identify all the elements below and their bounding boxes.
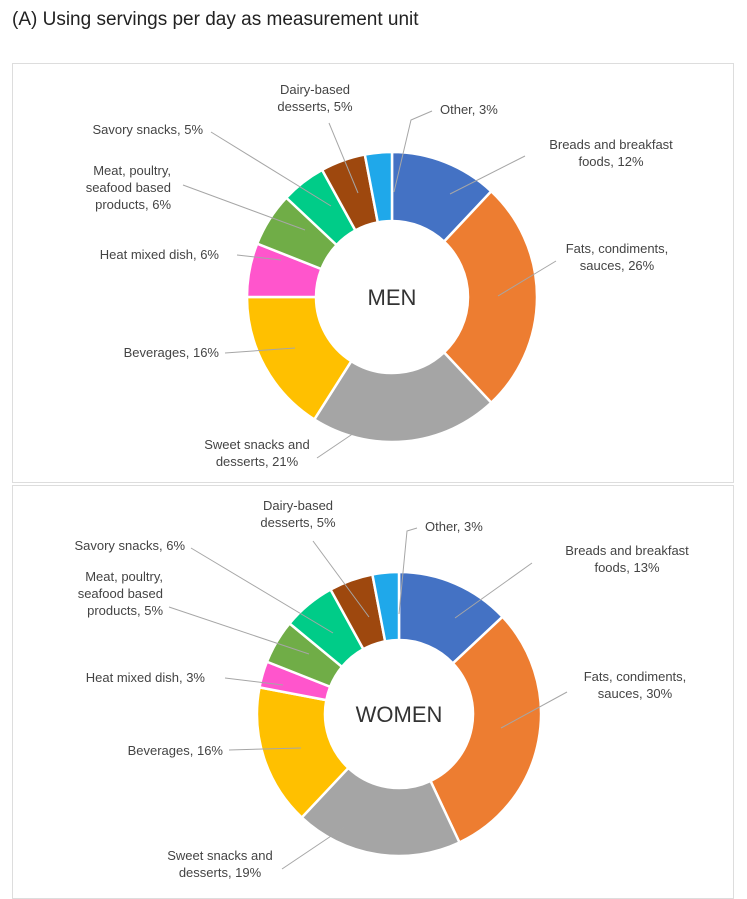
men-leader-heat [236,254,282,261]
page-title: (A) Using servings per day as measuremen… [12,9,419,30]
men-leader-beverages [224,347,296,354]
men-leader-sweet [316,432,355,459]
men-center-label: MEN [368,285,417,310]
women-leader-other [398,527,418,615]
women-slice-other [370,570,401,643]
women-slices [255,570,543,858]
women-leader-fats [500,691,568,729]
women-label-heat: Heat mixed dish, 3% [86,670,206,685]
men-label-sweet: Sweet snacks and desserts, 21% [204,437,310,469]
women-leader-sweet [281,825,347,870]
women-slice-fats [428,615,543,845]
women-center-label: WOMEN [356,702,443,727]
men-leader-dairy [328,122,359,194]
women-donut-chart: Breads and breakfast foods, 13% Fats, cond… [74,498,689,880]
men-label-heat: Heat mixed dish, 6% [100,247,220,262]
men-slice-fats [442,189,539,405]
men-label-meat: Meat, poultry, seafood based products, 6% [86,163,172,212]
men-label-fats: Fats, condiments, sauces, 26% [566,241,669,273]
men-label-breads: Breads and breakfast foods, 12% [549,137,673,169]
women-labels: Breads and breakfast foods, 13% Fats, cond… [74,498,689,880]
women-leader-beverages [228,747,302,751]
women-leader-savory [190,547,334,634]
women-label-dairy: Dairy-based desserts, 5% [260,498,336,530]
men-leader-breads [449,155,526,195]
men-labels: Breads and breakfast foods, 12% Fats, cond… [86,82,673,469]
women-label-savory: Savory snacks, 6% [74,538,185,553]
men-leader-meat [182,184,306,231]
men-chart-panel: Breads and breakfast foods, 12% Fats, cond… [12,63,734,483]
women-label-fats: Fats, condiments, sauces, 30% [584,669,687,701]
men-slice-other [363,150,394,224]
men-label-other: Other, 3% [440,102,498,117]
women-label-breads: Breads and breakfast foods, 13% [565,543,689,575]
men-label-beverages: Beverages, 16% [124,345,220,360]
men-leader-lines [182,110,557,459]
men-slices [245,150,539,444]
women-label-meat: Meat, poultry, seafood based products, 5% [78,569,164,618]
men-label-dairy: Dairy-based desserts, 5% [277,82,353,114]
women-leader-dairy [312,540,370,618]
women-leader-meat [168,606,310,655]
men-label-savory: Savory snacks, 5% [92,122,203,137]
women-label-sweet: Sweet snacks and desserts, 19% [167,848,273,880]
men-leader-savory [210,131,332,207]
women-leader-lines [168,527,568,870]
women-label-beverages: Beverages, 16% [128,743,224,758]
men-leader-other [393,110,433,193]
women-leader-heat [224,677,284,686]
men-slice-sweet [312,350,494,444]
women-chart-panel: Breads and breakfast foods, 13% Fats, cond… [12,485,734,899]
women-slice-sweet [300,766,462,858]
women-label-other: Other, 3% [425,519,483,534]
men-leader-fats [497,260,557,297]
men-donut-chart: Breads and breakfast foods, 12% Fats, cond… [86,82,673,469]
women-leader-breads [454,562,533,619]
